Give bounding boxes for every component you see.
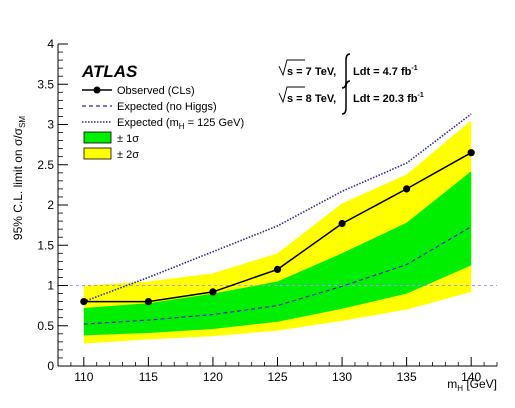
sqrt-symbol-7tev [278,59,305,77]
legend-item-two-sigma: ± 2σ [83,147,139,161]
legend-expected-no-higgs-label: Expected (no Higgs) [117,101,217,113]
y-tick-label: 1.5 [37,238,54,252]
legend-two-sigma-label: ± 2σ [117,149,139,161]
series-expected-no-higgs [83,226,472,325]
y-tick-label: 1 [47,279,54,293]
legend-one-sigma-label: ± 1σ [117,133,139,145]
legend: Observed (CLs) Expected (no Higgs) Expec… [82,85,244,161]
series-layer [80,113,475,325]
legend-one-sigma-swatch [83,131,112,144]
x-axis-title-unit: [GeV] [463,377,497,391]
observed-point [273,265,282,273]
axes-layer: 110 115 120 125 130 135 140 0 0.5 1 1.5 2 2.5 3 3.5 4 [37,37,498,384]
x-tick-label: 110 [74,370,93,384]
legend-item-one-sigma: ± 1σ [83,131,139,145]
legend-item-observed: Observed (CLs) [82,85,195,97]
legend-two-sigma-swatch [83,147,112,160]
x-axis-title: mH [GeV] [447,377,497,393]
observed-point [403,185,411,193]
legend-expected-mh125-sub: H [179,122,185,131]
x-tick-label: 125 [267,370,287,384]
x-tick-label: 115 [139,370,158,384]
bands-layer [83,120,472,344]
annotation-8tev-lumi-main: Ldt = 20.3 fb [353,93,418,105]
x-tick-label: 140 [461,370,481,384]
y-tick-label: 3.5 [37,77,54,91]
series-expected-mh125 [83,113,472,303]
band-one-sigma [83,171,472,336]
observed-point [144,298,152,306]
annotation-7tev: s = 7 TeV, Ldt = 4.7 fb-1 [278,53,418,89]
annotation-7tev-lumi-main: Ldt = 4.7 fb [353,66,412,78]
legend-item-expected-no-higgs: Expected (no Higgs) [82,101,217,113]
y-tick-label: 2.5 [37,158,54,172]
legend-expected-mh125-label: Expected (mH = 125 GeV) [117,117,244,131]
x-tick-label: 120 [203,370,223,384]
annotation-8tev-lumi: Ldt = 20.3 fb-1 [353,92,424,105]
legend-expected-mh125-main: Expected (m [117,117,179,129]
annotation-7tev-energy: s = 7 TeV, [287,66,336,78]
y-axis-title-sub: SM [18,116,27,128]
y-tick-label: 4 [47,37,54,51]
annotation-8tev-energy: s = 8 TeV, [287,93,336,105]
observed-point [338,219,346,228]
y-axis-title: 95% C.L. limit on σ/σSM [11,116,27,241]
integral-symbol-7tev [341,53,351,89]
annotation-7tev-lumi: Ldt = 4.7 fb-1 [353,65,418,78]
annotation-8tev-lumi-exp: -1 [418,92,424,99]
observed-point [209,288,217,296]
observed-point [80,298,88,306]
observed-point [467,149,475,157]
x-axis-title-sub: H [457,384,463,393]
x-tick-label: 130 [332,370,352,384]
annotation-8tev: s = 8 TeV, Ldt = 20.3 fb-1 [278,80,424,115]
legend-observed-label: Observed (CLs) [117,85,195,97]
y-axis-title-main: 95% C.L. limit on σ/σ [11,127,25,240]
sqrt-symbol-8tev [278,86,305,104]
legend-observed-marker [93,86,101,94]
y-tick-label: 0.5 [37,319,54,333]
x-tick-label: 135 [397,370,417,384]
y-tick-label: 3 [47,118,54,132]
legend-item-expected-mh125: Expected (mH = 125 GeV) [82,117,244,131]
y-tick-label: 0 [47,359,54,373]
annotation-7tev-lumi-exp: -1 [411,65,417,72]
x-axis-title-main: m [447,377,457,391]
y-tick-label: 2 [47,198,54,212]
experiment-label: ATLAS [81,62,138,81]
legend-expected-mh125-suffix: = 125 GeV) [185,117,245,129]
integral-symbol-8tev [341,80,351,115]
